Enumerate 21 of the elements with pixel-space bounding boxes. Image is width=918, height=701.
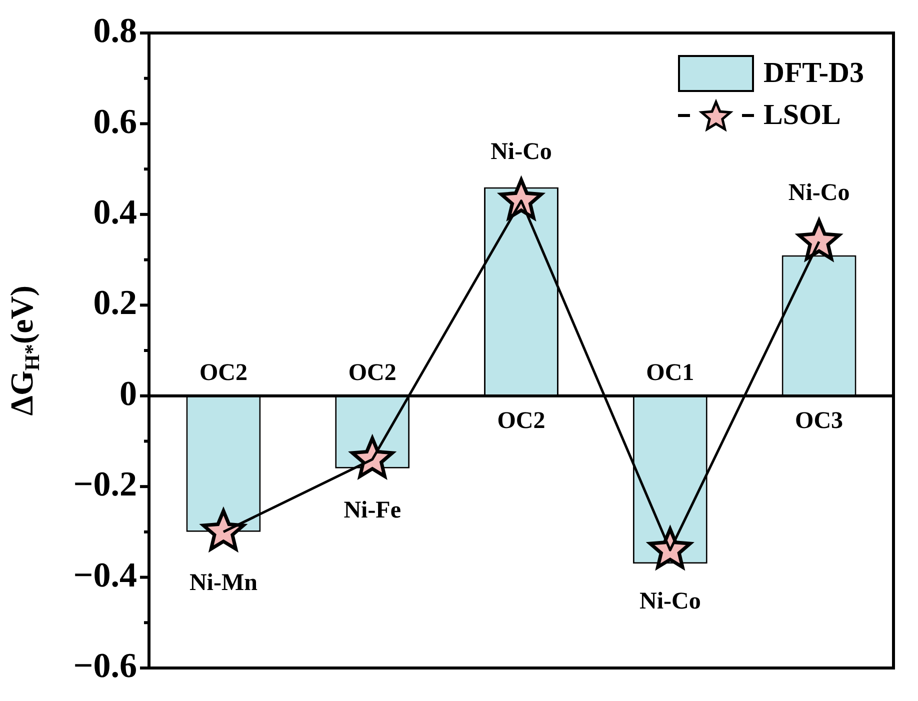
legend-label: LSOL	[764, 98, 841, 133]
y-tick-label: −0.4	[73, 555, 137, 594]
data-label: OC2	[199, 360, 248, 386]
data-label: OC2	[348, 360, 396, 386]
data-label: OC3	[795, 408, 844, 434]
y-tick-label: 0.4	[93, 192, 137, 232]
data-label: Ni-Co	[490, 139, 552, 166]
data-label: Ni-Co	[788, 180, 850, 206]
data-label: Ni-Fe	[344, 498, 402, 524]
y-tick-label: 0	[120, 374, 137, 413]
legend-label: DFT-D3	[764, 56, 864, 91]
y-tick-label: 0.6	[93, 102, 137, 141]
y-axis-title: ΔGH*(eV)	[3, 285, 44, 416]
y-tick-label: 0.8	[93, 11, 137, 50]
y-tick-label: −0.6	[73, 646, 137, 686]
y-tick-label: −0.2	[73, 464, 137, 504]
data-label: Ni-Mn	[189, 570, 258, 596]
data-label: Ni-Co	[639, 588, 701, 614]
y-tick-label: 0.2	[93, 283, 137, 322]
data-label: OC1	[646, 360, 694, 386]
data-label: OC2	[497, 408, 546, 434]
